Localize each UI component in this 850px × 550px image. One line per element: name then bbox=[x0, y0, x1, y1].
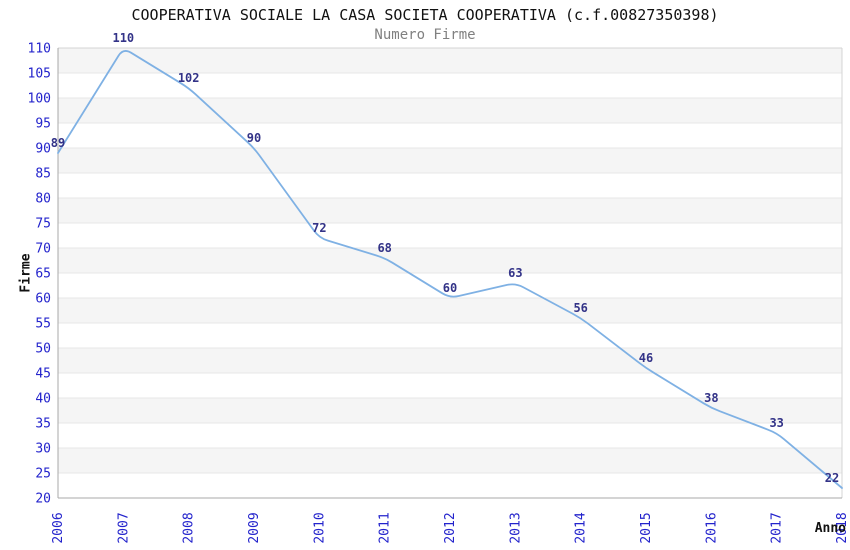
y-tick-label: 45 bbox=[35, 367, 51, 382]
y-tick-label: 85 bbox=[35, 167, 51, 182]
data-point-label: 46 bbox=[639, 351, 653, 365]
data-point-label: 89 bbox=[51, 136, 65, 150]
y-tick-label: 100 bbox=[28, 92, 51, 107]
data-point-label: 68 bbox=[377, 241, 391, 255]
y-tick-label: 35 bbox=[35, 417, 51, 432]
y-tick-label: 25 bbox=[35, 467, 51, 482]
data-point-label: 60 bbox=[443, 281, 457, 295]
data-point-label: 102 bbox=[178, 71, 200, 85]
y-tick-label: 95 bbox=[35, 117, 51, 132]
x-tick-label: 2010 bbox=[312, 512, 327, 543]
chart-title: COOPERATIVA SOCIALE LA CASA SOCIETA COOP… bbox=[131, 6, 719, 24]
plot-band bbox=[58, 48, 842, 73]
y-tick-label: 50 bbox=[35, 342, 51, 357]
y-tick-label: 75 bbox=[35, 217, 51, 232]
y-tick-label: 80 bbox=[35, 192, 51, 207]
y-tick-label: 60 bbox=[35, 292, 51, 307]
y-tick-label: 105 bbox=[28, 67, 51, 82]
x-tick-label: 2007 bbox=[116, 512, 131, 543]
x-tick-label: 2016 bbox=[704, 512, 719, 543]
plot-band bbox=[58, 448, 842, 473]
plot-band bbox=[58, 298, 842, 323]
data-point-label: 33 bbox=[769, 416, 783, 430]
x-tick-label: 2011 bbox=[378, 512, 393, 543]
data-point-label: 22 bbox=[825, 471, 839, 485]
x-tick-label: 2015 bbox=[639, 512, 654, 543]
x-tick-label: 2006 bbox=[51, 512, 66, 543]
y-tick-label: 110 bbox=[28, 42, 51, 57]
x-tick-label: 2013 bbox=[508, 512, 523, 543]
x-tick-label: 2012 bbox=[443, 512, 458, 543]
plot-band bbox=[58, 98, 842, 123]
plot-band bbox=[58, 248, 842, 273]
plot-band bbox=[58, 148, 842, 173]
x-tick-label: 2018 bbox=[835, 512, 850, 543]
plot-band bbox=[58, 348, 842, 373]
data-point-label: 110 bbox=[112, 31, 134, 45]
data-point-label: 63 bbox=[508, 266, 522, 280]
series-line bbox=[57, 50, 843, 489]
plot-band bbox=[58, 398, 842, 423]
y-tick-label: 40 bbox=[35, 392, 51, 407]
y-tick-label: 55 bbox=[35, 317, 51, 332]
x-tick-label: 2017 bbox=[770, 512, 785, 543]
y-tick-label: 20 bbox=[35, 492, 51, 507]
x-axis-title: Anno bbox=[814, 521, 846, 536]
y-tick-label: 70 bbox=[35, 242, 51, 257]
chart-subtitle: Numero Firme bbox=[374, 27, 476, 43]
y-tick-label: 65 bbox=[35, 267, 51, 282]
data-point-label: 72 bbox=[312, 221, 326, 235]
y-tick-label: 90 bbox=[35, 142, 51, 157]
x-tick-label: 2014 bbox=[574, 512, 589, 543]
x-tick-label: 2008 bbox=[182, 512, 197, 543]
data-point-label: 56 bbox=[573, 301, 587, 315]
data-point-label: 38 bbox=[704, 391, 718, 405]
plot-band bbox=[58, 198, 842, 223]
y-tick-label: 30 bbox=[35, 442, 51, 457]
data-point-label: 90 bbox=[247, 131, 261, 145]
x-tick-label: 2009 bbox=[247, 512, 262, 543]
